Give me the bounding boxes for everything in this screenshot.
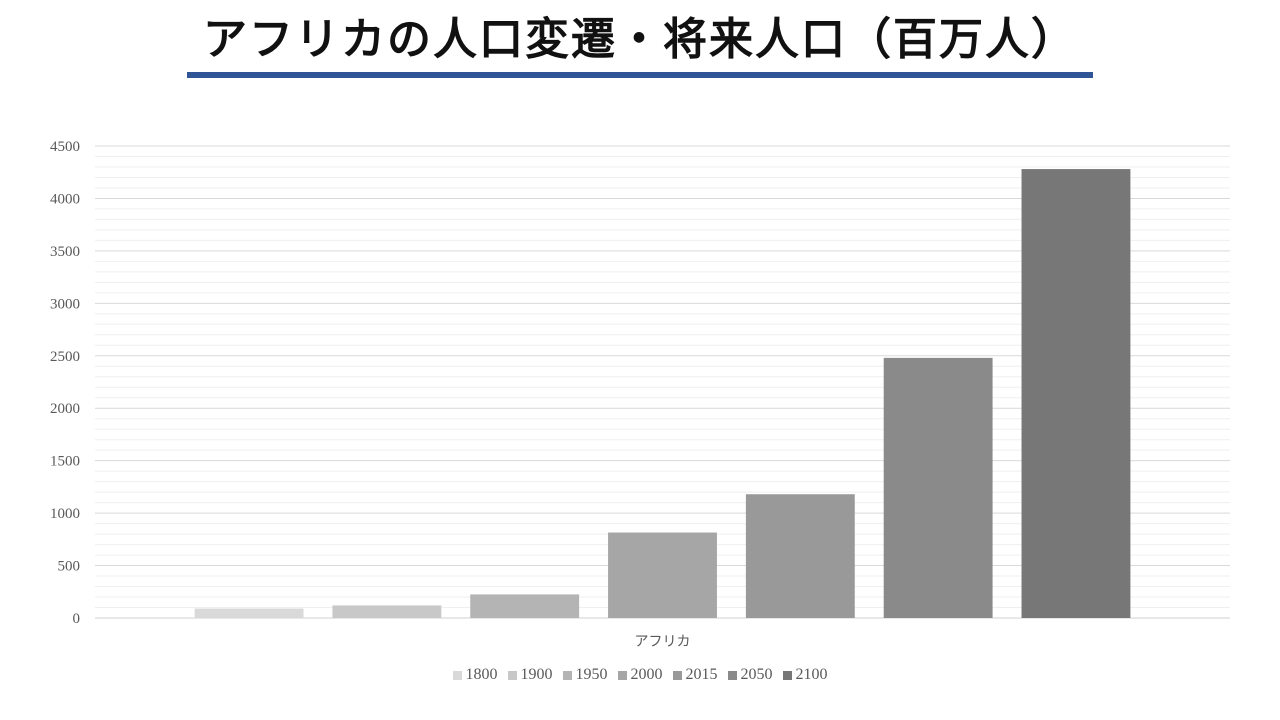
y-tick-label: 1500 [50, 454, 80, 470]
y-tick-label: 0 [73, 611, 81, 627]
legend-item-2015: 2015 [672, 666, 718, 684]
legend-item-1950: 1950 [562, 666, 608, 684]
legend-swatch [727, 670, 737, 680]
y-tick-label: 4000 [50, 191, 80, 207]
legend-item-2050: 2050 [727, 666, 773, 684]
legend: 1800 1900 1950 2000 2015 2050 2100 [0, 666, 1280, 684]
legend-item-2000: 2000 [617, 666, 663, 684]
legend-label: 2050 [740, 666, 773, 683]
y-tick-label: 3000 [50, 296, 80, 312]
legend-item-1800: 1800 [452, 666, 498, 684]
legend-swatch [507, 670, 517, 680]
category-labels: アフリカ [635, 634, 691, 650]
y-tick-label: 500 [58, 559, 81, 575]
bar-2000 [608, 532, 717, 618]
chart-title: アフリカの人口変遷・将来人口（百万人） [203, 14, 1077, 65]
bar-1900 [332, 605, 442, 618]
legend-item-1900: 1900 [507, 666, 553, 684]
y-tick-label: 1000 [50, 506, 80, 522]
y-tick-label: 2000 [50, 401, 80, 417]
bar-1950 [470, 594, 580, 618]
y-tick-label: 2500 [50, 349, 80, 365]
y-tick-label: 4500 [50, 139, 80, 155]
legend-label: 2000 [630, 666, 663, 683]
y-axis-tick-labels: 0 500 1000 1500 2000 2500 3000 3500 4000 4500 [50, 139, 80, 627]
bar-2015 [745, 494, 855, 618]
legend-swatch [782, 670, 792, 680]
bar-1800 [194, 608, 304, 618]
legend-swatch [452, 670, 462, 680]
title-underline [187, 72, 1093, 78]
bar-chart: 0 500 1000 1500 2000 2500 3000 3500 4000 4500 アフリ… [50, 139, 1230, 650]
legend-label: 1800 [465, 666, 498, 683]
legend-label: 1900 [520, 666, 553, 683]
legend-swatch [562, 670, 572, 680]
legend-swatch [672, 670, 682, 680]
legend-label: 2100 [795, 666, 828, 683]
legend-label: 1950 [575, 666, 608, 683]
bar-2100 [1021, 169, 1131, 618]
category-label: アフリカ [635, 634, 691, 650]
legend-label: 2015 [685, 666, 718, 683]
bars [194, 169, 1131, 618]
legend-swatch [617, 670, 627, 680]
bar-2050 [883, 357, 993, 618]
legend-item-2100: 2100 [782, 666, 828, 684]
y-tick-label: 3500 [50, 244, 80, 260]
